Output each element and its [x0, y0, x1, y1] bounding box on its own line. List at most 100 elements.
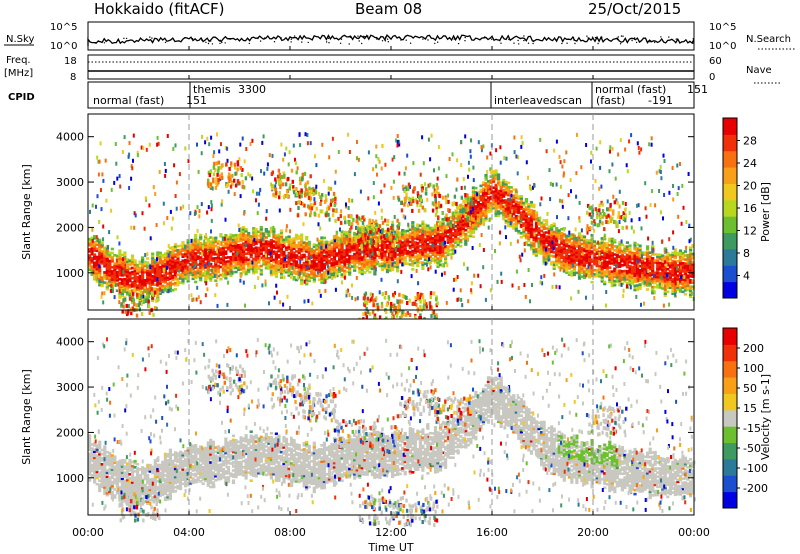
- power-data-cell-4759: [637, 278, 640, 282]
- power-data-cell-4652: [289, 207, 292, 212]
- power-data-cell-4516: [290, 274, 292, 279]
- power-data-cell-4789: [429, 265, 432, 270]
- power-data-cell-1604: [320, 275, 324, 278]
- power-data-cell-1001: [231, 242, 236, 245]
- power-data-cell-2429: [436, 224, 440, 228]
- power-data-cell-4263: [624, 147, 627, 152]
- power-data-cell-2472: [444, 259, 448, 262]
- power-data-cell-4420: [100, 294, 103, 299]
- power-data-cell-2715: [479, 209, 483, 212]
- power-data-cell-1278: [272, 270, 276, 274]
- power-data-cell-136: [105, 255, 109, 258]
- power-data-cell-404: [146, 275, 150, 279]
- power-data-cell-2758: [484, 186, 488, 189]
- power-data-cell-4276: [271, 153, 274, 158]
- power-data-cell-1144: [252, 251, 256, 255]
- power-data-cell-2149: [396, 257, 400, 261]
- power-data-cell-2462: [441, 234, 445, 237]
- power-data-cell-638: [178, 248, 183, 252]
- power-data-cell-4236: [98, 279, 101, 284]
- power-data-cell-4597: [618, 258, 620, 262]
- power-data-cell-647: [181, 267, 185, 271]
- power-data-cell-2908: [507, 204, 511, 207]
- power-data-cell-111: [103, 264, 107, 268]
- power-data-cell-878: [214, 265, 218, 268]
- noise-left-tick-top: 10^5: [50, 22, 77, 33]
- power-data-cell-1421: [292, 261, 296, 265]
- power-data-cell-4662: [348, 293, 351, 298]
- power-data-cell-4710: [605, 290, 608, 294]
- power-data-cell-1475: [300, 256, 304, 259]
- power-data-cell-253: [123, 267, 127, 271]
- power-data-cell-4349: [311, 301, 314, 306]
- power-data-cell-2597: [464, 239, 468, 242]
- power-data-cell-2752: [484, 200, 488, 204]
- power-data-cell-2493: [446, 239, 450, 242]
- power-data-cell-2959: [514, 208, 518, 212]
- power-data-cell-1766: [343, 271, 347, 275]
- power-data-cell-1405: [290, 254, 294, 258]
- power-data-cell-4567: [184, 146, 187, 151]
- power-data-cell-754: [196, 269, 200, 273]
- power-data-cell-524: [163, 274, 167, 278]
- power-data-cell-259: [123, 255, 127, 259]
- power-data-cell-50: [95, 280, 99, 283]
- power-data-cell-2186: [401, 245, 405, 248]
- power-data-cell-1057: [239, 237, 243, 241]
- power-data-cell-1702: [332, 251, 337, 254]
- power-data-cell-2713: [479, 213, 483, 216]
- power-data-cell-4838: [339, 227, 341, 232]
- power-data-cell-1665: [327, 261, 332, 265]
- power-data-cell-2088: [388, 267, 392, 270]
- power-data-cell-124: [105, 281, 109, 285]
- power-data-cell-3054: [529, 231, 534, 235]
- power-data-cell-3: [88, 262, 92, 265]
- power-data-cell-1420: [292, 263, 296, 267]
- power-data-cell-1010: [234, 260, 238, 263]
- power-data-cell-1686: [330, 247, 334, 251]
- power-data-cell-1086: [244, 270, 248, 274]
- power-data-cell-433: [151, 281, 155, 284]
- frequency-panel: Freq. [MHz] 18 8 60 0 Nave: [4, 54, 780, 84]
- power-data-cell-326: [133, 263, 137, 266]
- power-data-cell-2053: [383, 264, 387, 268]
- power-data-cell-51: [95, 278, 99, 281]
- power-data-cell-2461: [441, 236, 445, 239]
- power-data-cell-565: [168, 263, 172, 266]
- noise-search-point-64: [205, 41, 207, 43]
- power-data-cell-932: [221, 246, 225, 250]
- power-data-cell-2443: [439, 237, 443, 240]
- power-data-cell-2895: [504, 184, 508, 188]
- power-data-cell-1435: [295, 270, 299, 274]
- power-data-cell-1887: [360, 270, 364, 274]
- power-data-cell-848: [209, 250, 213, 254]
- power-data-cell-714: [191, 269, 195, 272]
- power-data-cell-1377: [284, 238, 289, 241]
- power-data-cell-2328: [423, 256, 427, 259]
- power-data-cell-2933: [509, 190, 513, 193]
- power-data-cell-352: [138, 278, 142, 282]
- power-data-cell-1397: [287, 235, 291, 238]
- power-data-cell-2501: [449, 253, 453, 256]
- power-data-cell-1409: [290, 246, 294, 250]
- power-data-cell-1608: [320, 265, 324, 268]
- power-data-cell-1937: [365, 246, 369, 250]
- power-data-cell-2558: [456, 215, 460, 218]
- power-data-cell-147: [108, 274, 112, 277]
- power-data-cell-1474: [300, 258, 304, 261]
- power-data-cell-4704: [116, 176, 119, 181]
- power-data-cell-904: [219, 277, 223, 281]
- power-data-cell-4620: [653, 290, 656, 295]
- power-data-cell-4297: [162, 267, 165, 272]
- power-data-cell-265: [125, 286, 130, 290]
- power-data-cell-473: [156, 271, 160, 275]
- power-data-cell-1871: [358, 258, 362, 262]
- power-data-cell-321: [133, 273, 137, 277]
- power-data-cell-1593: [317, 254, 321, 257]
- power-data-cell-2499: [446, 222, 450, 226]
- power-data-cell-913: [219, 247, 223, 250]
- power-data-cell-1335: [279, 268, 284, 271]
- power-data-cell-4818: [148, 142, 151, 147]
- power-data-cell-4732: [508, 197, 511, 202]
- power-data-cell-2037: [380, 258, 385, 261]
